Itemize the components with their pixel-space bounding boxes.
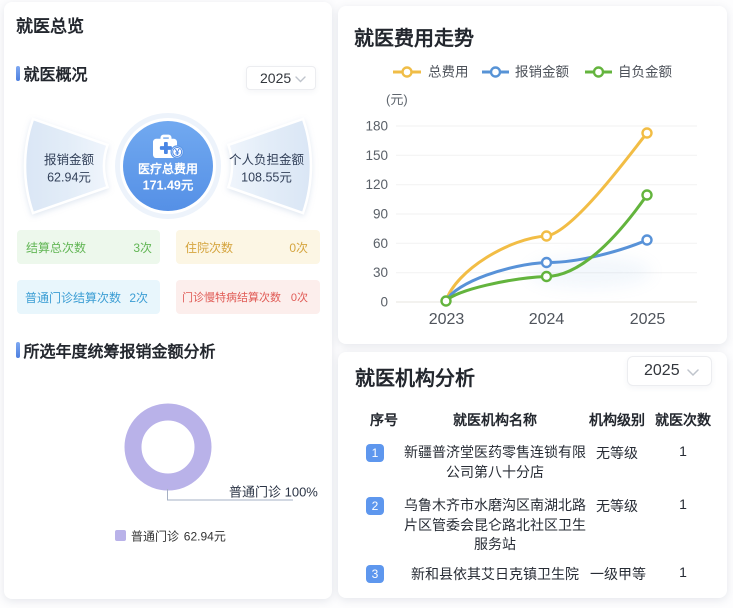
svg-text:个人负担金额: 个人负担金额 xyxy=(229,152,305,167)
svg-text:报销金额: 报销金额 xyxy=(44,152,95,167)
svg-text:0: 0 xyxy=(380,295,388,310)
svg-text:180: 180 xyxy=(365,119,388,134)
svg-text:普通门诊 62.94元: 普通门诊 62.94元 xyxy=(131,529,226,544)
svg-text:报销金额: 报销金额 xyxy=(515,65,569,80)
svg-text:171.49元: 171.49元 xyxy=(143,179,194,193)
svg-text:30: 30 xyxy=(373,265,388,280)
svg-text:108.55元: 108.55元 xyxy=(241,171,292,185)
svg-text:150: 150 xyxy=(365,148,388,163)
svg-text:90: 90 xyxy=(373,207,388,222)
svg-text:普通门诊 100%: 普通门诊 100% xyxy=(229,485,318,500)
svg-text:120: 120 xyxy=(365,177,388,192)
svg-text:2025: 2025 xyxy=(630,311,666,328)
svg-text:(元): (元) xyxy=(386,92,408,107)
svg-text:2024: 2024 xyxy=(529,311,565,328)
svg-text:62.94元: 62.94元 xyxy=(47,171,91,185)
svg-text:¥: ¥ xyxy=(175,147,180,157)
svg-text:医疗总费用: 医疗总费用 xyxy=(138,161,198,176)
svg-text:总费用: 总费用 xyxy=(428,65,469,80)
svg-text:自负金额: 自负金额 xyxy=(618,65,672,80)
svg-text:60: 60 xyxy=(373,236,388,251)
svg-text:2023: 2023 xyxy=(429,311,465,328)
